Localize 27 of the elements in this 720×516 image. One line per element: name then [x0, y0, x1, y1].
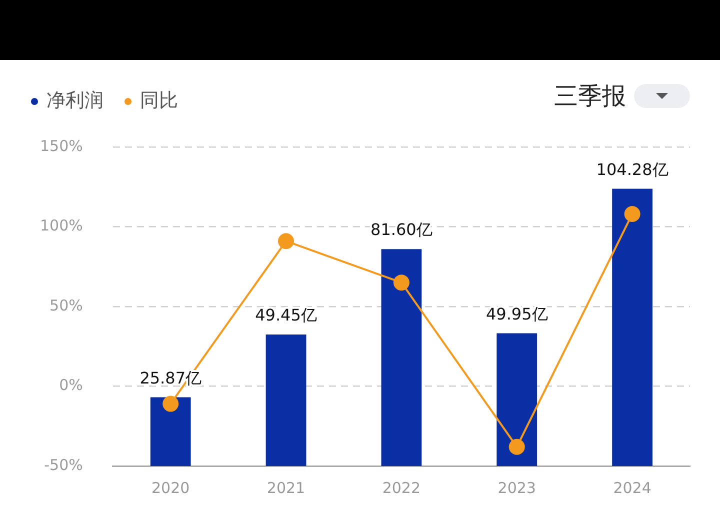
y-tick-label: 100%: [40, 216, 83, 235]
y-tick-label: 50%: [50, 296, 83, 314]
y-tick-label: 0%: [59, 376, 83, 394]
data-label: 49.95亿: [486, 304, 548, 324]
bar: [150, 397, 191, 466]
bar: [381, 249, 422, 466]
point: [162, 396, 179, 412]
x-tick-label: 2020: [152, 478, 190, 497]
data-label: 81.60亿: [370, 220, 432, 240]
legend-label: 同比: [140, 89, 178, 112]
x-tick-label: 2024: [613, 478, 652, 497]
bar: [496, 333, 538, 466]
x-tick-label: 2021: [266, 478, 306, 497]
point: [624, 206, 640, 222]
data-label: 49.45亿: [255, 306, 317, 325]
point: [508, 438, 525, 455]
bar: [612, 188, 652, 466]
x-tick-label: 2023: [498, 478, 536, 497]
bar: [266, 334, 306, 466]
legend-label: 净利润: [46, 89, 104, 112]
x-tick-label: 2022: [382, 478, 421, 497]
data-label: 104.28亿: [596, 160, 668, 179]
y-tick-label: 150%: [40, 136, 83, 155]
point: [393, 274, 410, 291]
point: [278, 233, 294, 250]
y-tick-label: -50%: [44, 456, 83, 474]
text: 三季报: [554, 81, 626, 112]
